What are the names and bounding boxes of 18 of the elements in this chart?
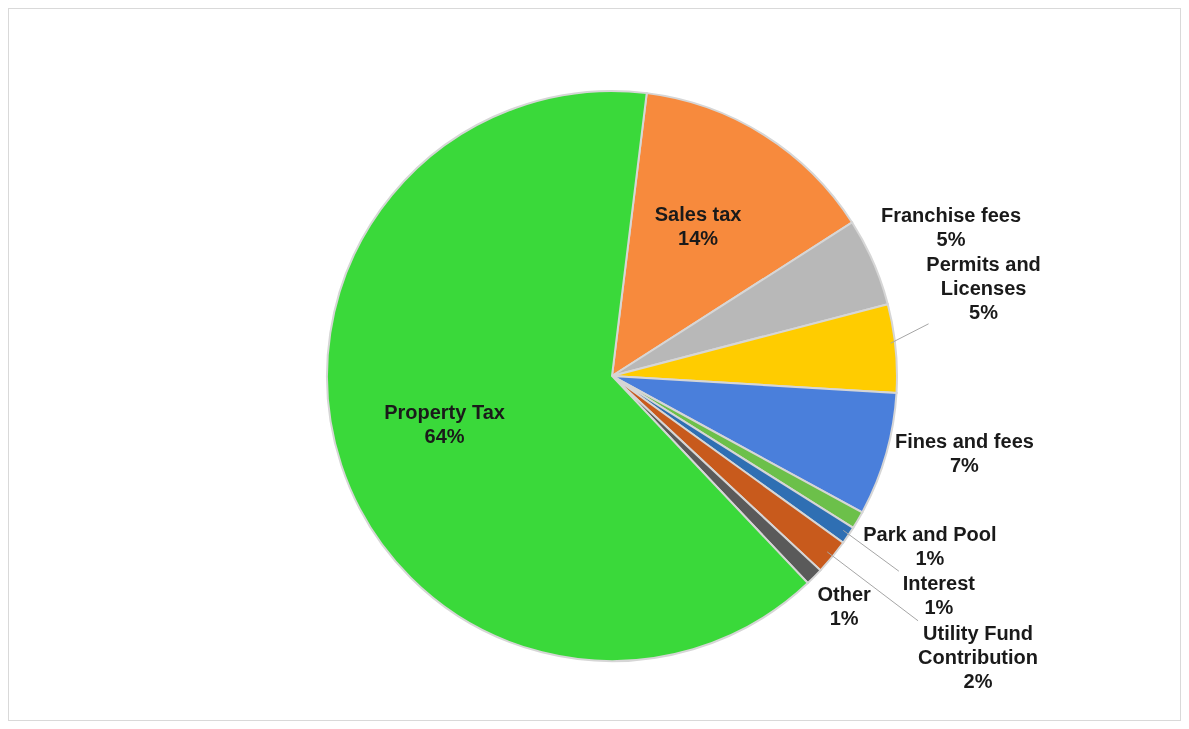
data-label: 5% bbox=[936, 228, 966, 251]
slice-label: Property Tax bbox=[384, 401, 505, 424]
data-label: 7% bbox=[949, 454, 980, 477]
data-label: 5% bbox=[969, 300, 999, 323]
slice-label: Sales tax bbox=[654, 203, 742, 226]
slice-label: Fines and fees bbox=[894, 430, 1034, 453]
slice-label: Permits and Licenses bbox=[926, 252, 1041, 299]
slice-label: Utility Fund Contribution bbox=[918, 621, 1039, 668]
data-label: 1% bbox=[915, 547, 945, 570]
data-label: 1% bbox=[829, 606, 859, 629]
slice-label: Other bbox=[817, 582, 872, 605]
data-label: 2% bbox=[963, 669, 993, 692]
slice-label: Interest bbox=[902, 572, 976, 595]
slice-label: Park and Pool bbox=[863, 523, 997, 546]
slice-label: Franchise fees bbox=[880, 204, 1022, 227]
data-label: 1% bbox=[924, 596, 954, 619]
data-label: 14% bbox=[678, 227, 719, 250]
data-label: 64% bbox=[424, 425, 465, 448]
